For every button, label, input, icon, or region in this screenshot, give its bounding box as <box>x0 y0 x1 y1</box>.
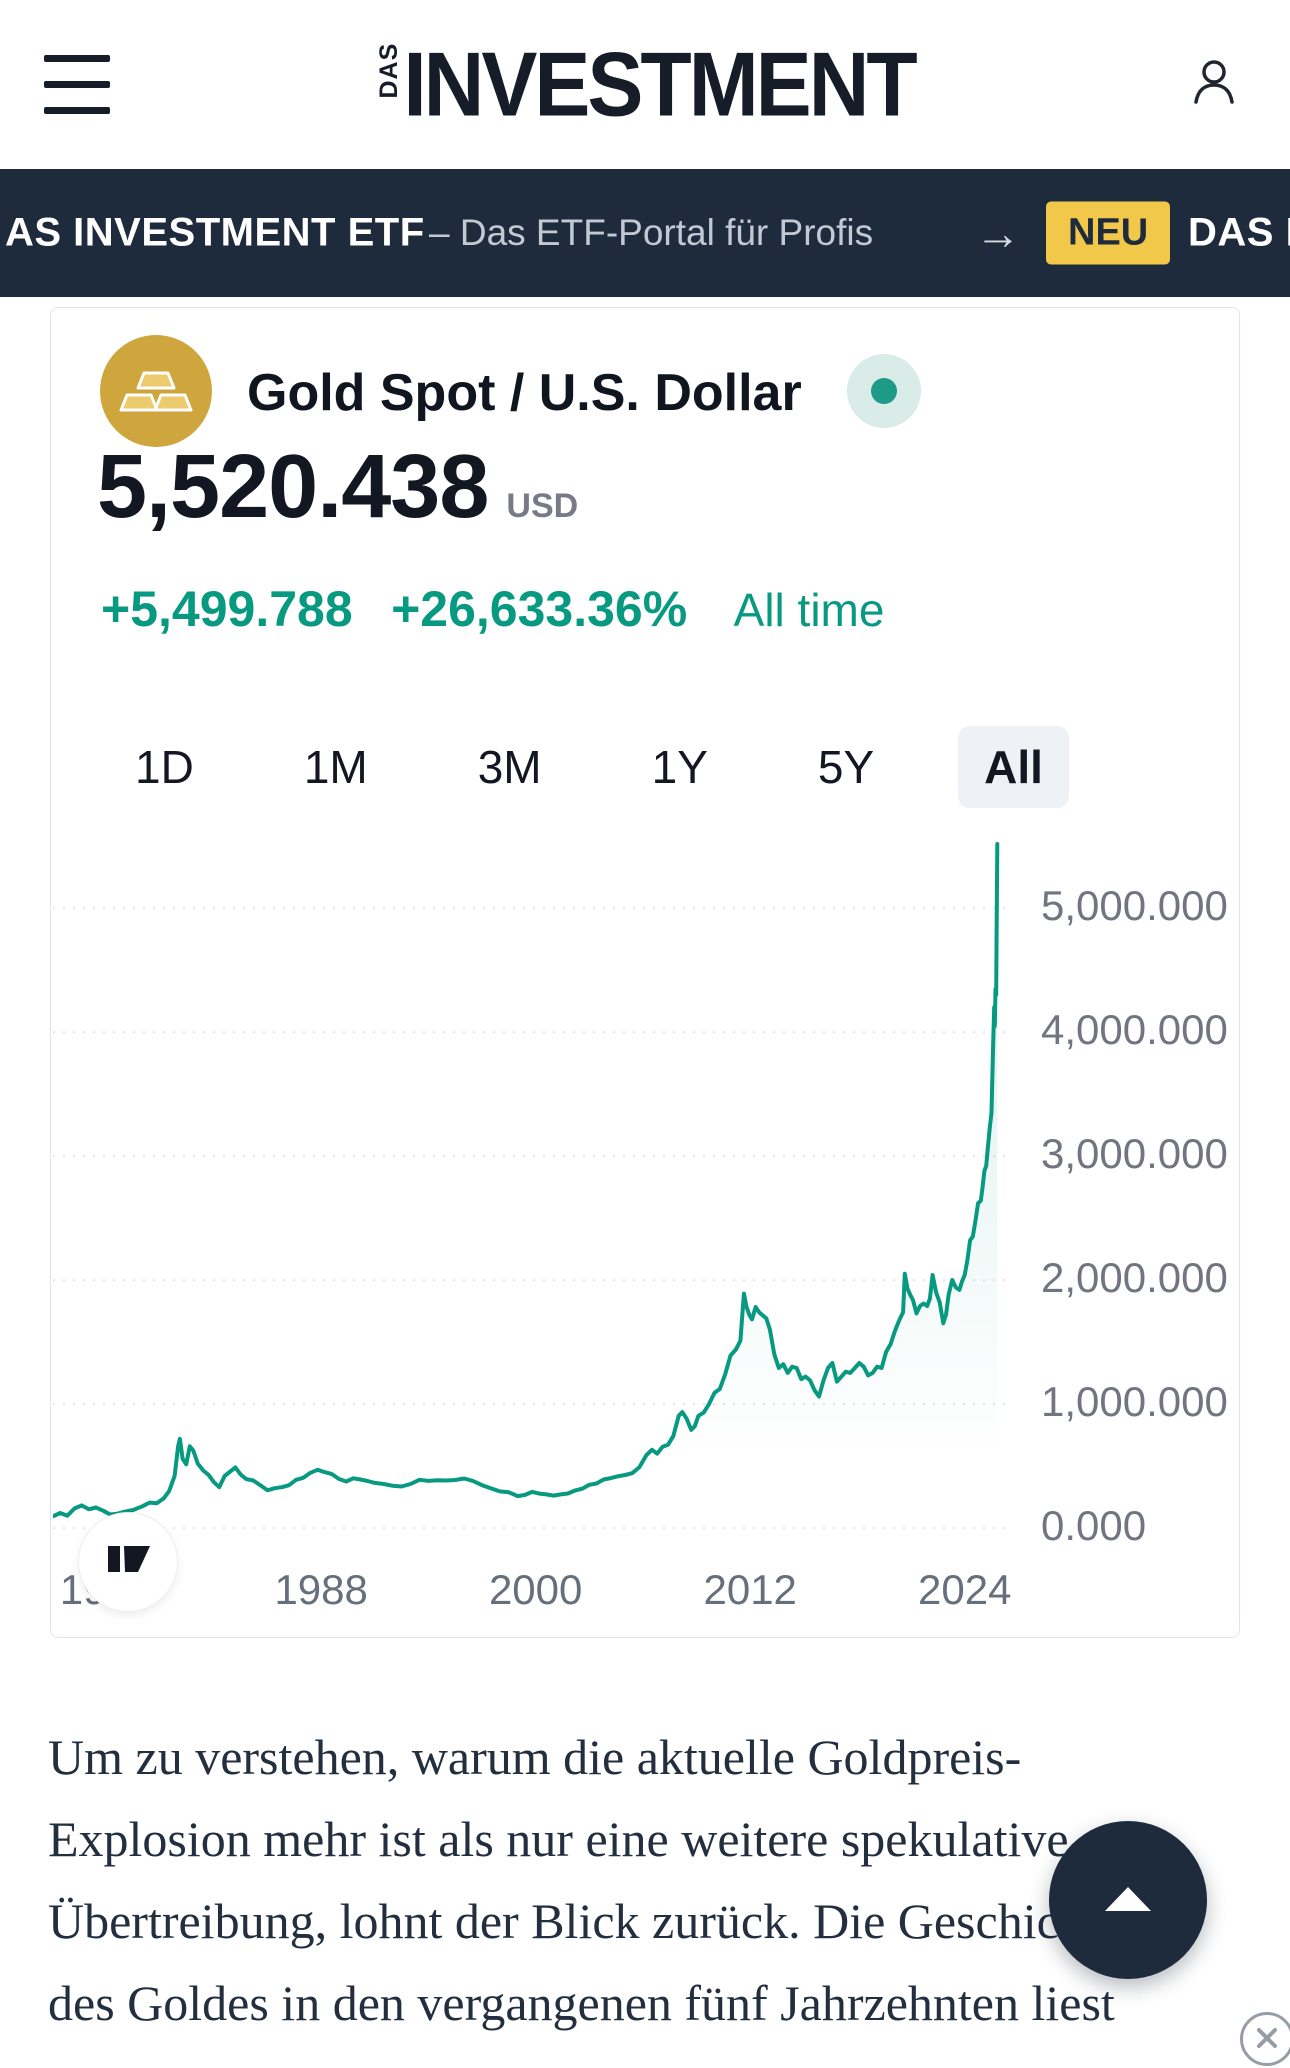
range-selector: 1D 1M 3M 1Y 5Y All <box>109 726 1069 808</box>
range-button-1d[interactable]: 1D <box>109 726 220 808</box>
etf-portal-bar[interactable]: AS INVESTMENT ETF – Das ETF-Portal für P… <box>0 169 1290 297</box>
hamburger-icon <box>44 55 110 62</box>
x-axis-label: 1988 <box>274 1566 368 1613</box>
dismiss-button[interactable] <box>1240 2012 1290 2066</box>
tradingview-logo[interactable] <box>79 1513 177 1611</box>
y-axis-label: 4,000.000 <box>1041 1006 1228 1054</box>
article-line: Explosion mehr ist als nur eine weitere … <box>48 1811 1069 1867</box>
arrow-right-icon: → <box>975 207 1021 259</box>
price-area-fill <box>53 844 998 1529</box>
gold-symbol-icon <box>100 335 212 447</box>
symbol-title: Gold Spot / U.S. Dollar <box>247 364 802 422</box>
last-price: 5,520.438 <box>97 437 489 537</box>
change-percent: +26,633.36% <box>391 581 688 637</box>
article-body: Um zu verstehen, warum die aktuelle Gold… <box>48 1716 1258 2044</box>
menu-button[interactable] <box>44 55 110 117</box>
range-button-5y[interactable]: 5Y <box>792 726 900 808</box>
market-open-indicator <box>847 354 921 428</box>
range-button-all[interactable]: All <box>958 726 1069 808</box>
y-axis-label: 3,000.000 <box>1041 1130 1228 1178</box>
range-button-3m[interactable]: 3M <box>452 726 568 808</box>
article-line: des Goldes in den vergangenen fünf Jahrz… <box>48 1975 1115 2031</box>
site-header: DAS INVESTMENT <box>0 0 1290 169</box>
etf-portal-tagline: – Das ETF-Portal für Profis <box>429 212 874 253</box>
price-line <box>53 842 1000 1519</box>
status-dot-icon <box>871 378 897 404</box>
tradingview-icon <box>98 1530 158 1595</box>
change-row: +5,499.788 +26,633.36% All time <box>101 580 884 638</box>
price-row: 5,520.438 USD <box>97 436 578 539</box>
gold-bars-icon <box>119 371 193 412</box>
arrow-up-icon <box>1098 1881 1158 1920</box>
y-axis-label: 1,000.000 <box>1041 1378 1228 1426</box>
range-button-1m[interactable]: 1M <box>278 726 394 808</box>
user-account-button[interactable] <box>1184 52 1244 115</box>
price-chart[interactable] <box>53 839 1013 1539</box>
article-line: Um zu verstehen, warum die aktuelle Gold… <box>48 1729 1022 1785</box>
y-axis-label: 2,000.000 <box>1041 1254 1228 1302</box>
change-absolute: +5,499.788 <box>101 581 353 637</box>
x-axis-label: 2024 <box>918 1566 1012 1613</box>
range-button-1y[interactable]: 1Y <box>626 726 734 808</box>
close-icon <box>1252 2023 1282 2056</box>
gold-chart-widget: Gold Spot / U.S. Dollar 5,520.438 USD +5,… <box>50 307 1240 1638</box>
user-icon <box>1184 60 1244 115</box>
neu-badge: NEU <box>1046 201 1171 265</box>
y-axis-label: 5,000.000 <box>1041 882 1228 930</box>
x-axis-label: 2012 <box>703 1566 797 1613</box>
etf-portal-brand: AS INVESTMENT ETF <box>5 210 425 255</box>
logo-main-text: INVESTMENT <box>403 33 917 135</box>
x-axis-label: 2000 <box>488 1566 583 1613</box>
logo-das-text: DAS <box>374 42 403 98</box>
site-logo[interactable]: DAS INVESTMENT <box>374 39 918 130</box>
scroll-to-top-button[interactable] <box>1049 1821 1207 1979</box>
etf-portal-brand-repeat: DAS I <box>1188 210 1290 255</box>
article-line: Übertreibung, lohnt der Blick zurück. Di… <box>48 1893 1120 1949</box>
change-range-label: All time <box>733 584 885 636</box>
y-axis-label: 0.000 <box>1041 1502 1147 1550</box>
currency-label: USD <box>506 487 579 525</box>
